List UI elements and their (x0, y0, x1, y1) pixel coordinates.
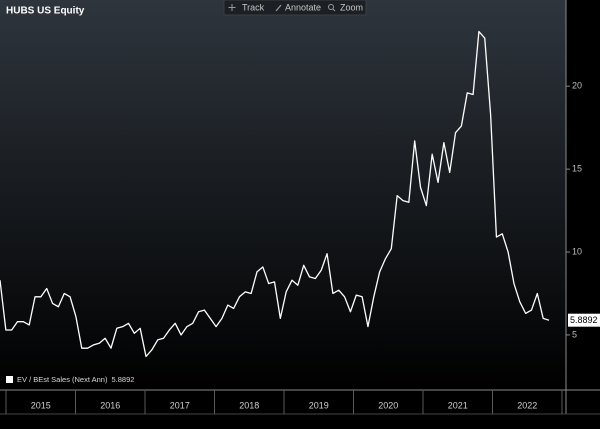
track-icon (228, 4, 236, 11)
legend-swatch (6, 376, 13, 383)
last-value-label: 5.8892 (570, 315, 598, 325)
series-line (0, 30, 550, 358)
y-tick-label: 20 (572, 81, 582, 91)
x-tick-label: 2021 (448, 400, 468, 410)
toolbar-label: Track (242, 2, 265, 12)
legend-value: 5.8892 (111, 375, 134, 384)
track-button[interactable]: Track (228, 2, 265, 12)
x-tick-label: 2019 (309, 400, 329, 410)
zoom-icon-handle (332, 8, 336, 12)
toolbar: Track Annotate Zoom (223, 0, 367, 16)
toolbar-box (223, 0, 367, 16)
x-tick-label: 2015 (31, 400, 51, 410)
zoom-button[interactable]: Zoom (328, 2, 364, 12)
annotate-icon (275, 4, 282, 12)
x-tick-label: 2018 (239, 400, 259, 410)
chart-title: HUBS US Equity (6, 6, 85, 17)
plot-area (0, 0, 566, 390)
x-tick-label: 2020 (378, 400, 398, 410)
legend-label: EV / BEst Sales (Next Ann) (17, 375, 108, 384)
annotate-button[interactable]: Annotate (275, 2, 321, 12)
last-value-box (568, 313, 600, 327)
x-tick-label: 2016 (100, 400, 120, 410)
toolbar-label: Zoom (340, 2, 363, 12)
x-tick-label: 2017 (170, 400, 190, 410)
toolbar-label: Annotate (285, 2, 321, 12)
x-tick-label: 2022 (517, 400, 537, 410)
y-tick-label: 10 (572, 246, 582, 256)
y-tick-label: 15 (572, 164, 582, 174)
y-tick-label: 5 (572, 329, 577, 339)
zoom-icon (328, 4, 334, 10)
